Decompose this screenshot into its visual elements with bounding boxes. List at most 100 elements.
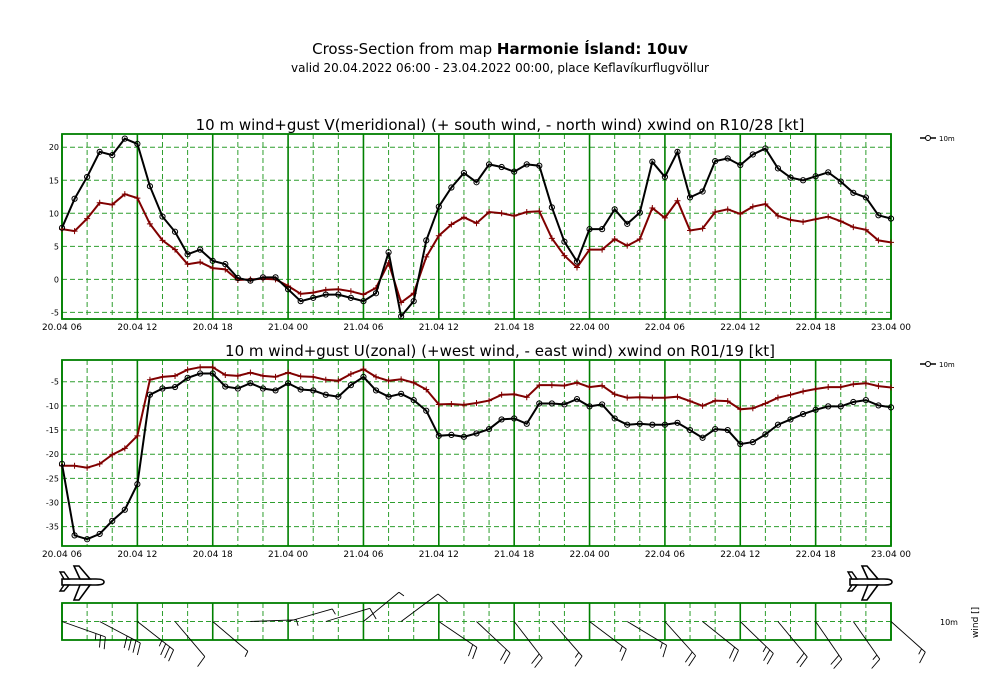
data-point-gust [812, 216, 819, 223]
data-point-gust [624, 394, 631, 401]
data-point-10m [799, 411, 807, 418]
data-point-10m [787, 174, 794, 181]
data-point-gust [184, 366, 191, 373]
y-tick-label: -5 [51, 308, 59, 317]
data-point-gust [636, 236, 643, 243]
data-point-10m [649, 421, 656, 428]
u-wind-grid [61, 359, 892, 547]
wind-barb [890, 621, 926, 664]
v-wind-legend: 10m [920, 135, 955, 143]
data-point-10m [599, 401, 606, 408]
x-tick-label: 22.04 00 [570, 550, 610, 560]
wind-barb [815, 621, 843, 669]
data-point-10m [498, 163, 505, 171]
x-tick-label: 22.04 06 [645, 323, 685, 333]
series-line-10m [61, 372, 892, 541]
data-point-10m [335, 393, 342, 400]
data-point-10m [109, 152, 116, 159]
data-point-gust [310, 373, 317, 380]
data-point-10m [247, 277, 254, 284]
legend-label-10m: 10m [939, 361, 955, 369]
data-point-10m [84, 536, 91, 543]
data-point-gust [285, 369, 292, 376]
data-point-gust [661, 214, 668, 221]
data-point-10m [84, 173, 91, 181]
data-point-gust [222, 266, 229, 273]
data-point-gust [209, 364, 216, 371]
data-point-10m [184, 374, 191, 381]
data-point-gust [875, 237, 882, 244]
data-point-gust [84, 215, 91, 222]
data-point-10m [699, 188, 706, 195]
data-point-gust [561, 252, 568, 259]
data-point-gust [159, 237, 166, 244]
data-point-10m [197, 370, 204, 377]
data-point-10m [347, 294, 354, 301]
wind-barb [363, 591, 405, 622]
y-tick-label: 10 [49, 209, 59, 218]
page-title: Cross-Section from map Harmonie Ísland: … [312, 40, 688, 58]
data-point-10m [649, 158, 656, 165]
data-point-10m [284, 286, 292, 293]
data-point-gust [146, 220, 153, 227]
data-point-10m [360, 298, 367, 305]
data-point-10m [435, 203, 442, 210]
data-point-gust [661, 394, 668, 401]
u-wind-legend: 10m [920, 361, 955, 369]
data-point-10m [310, 387, 317, 394]
x-tick-label: 21.04 00 [268, 323, 308, 333]
data-point-10m [171, 383, 179, 391]
data-point-10m [372, 290, 380, 297]
map-name: Harmonie Ísland: 10uv [496, 40, 688, 58]
data-point-gust [586, 384, 593, 391]
data-point-gust [812, 385, 819, 392]
data-point-gust [486, 397, 493, 404]
data-point-10m [297, 298, 304, 305]
data-point-10m [686, 426, 694, 434]
page-subtitle: valid 20.04.2022 06:00 - 23.04.2022 00:0… [290, 61, 709, 75]
wind-barb [476, 621, 511, 664]
data-point-10m [121, 135, 128, 142]
data-point-gust [762, 201, 769, 208]
data-point-gust [423, 386, 430, 393]
data-point-10m [146, 183, 154, 190]
data-point-10m [850, 189, 857, 196]
data-point-gust [825, 384, 832, 391]
data-point-10m [586, 226, 593, 233]
data-point-10m [799, 177, 807, 184]
data-point-10m [322, 291, 329, 298]
data-point-10m [159, 213, 166, 220]
x-tick-label: 20.04 06 [42, 550, 82, 560]
data-point-gust [561, 382, 568, 389]
series-line-gust [62, 366, 892, 469]
y-tick-label: -15 [46, 426, 59, 435]
data-point-gust [360, 366, 367, 373]
data-point-10m [573, 396, 581, 403]
data-point-10m [222, 383, 229, 390]
wind-barb [174, 621, 206, 667]
data-point-10m [712, 425, 719, 433]
data-point-gust [573, 379, 580, 386]
data-point-10m [661, 421, 669, 428]
wind-barb [212, 621, 249, 658]
wind-barb [702, 621, 739, 662]
data-point-10m [523, 420, 530, 427]
data-point-gust [71, 228, 78, 235]
data-point-10m [724, 155, 731, 162]
data-point-10m [787, 416, 794, 423]
data-point-10m [222, 261, 229, 268]
data-point-10m [712, 157, 719, 165]
data-point-gust [712, 397, 719, 404]
data-point-gust [749, 405, 756, 412]
series-line-10m [61, 137, 892, 319]
data-point-10m [171, 228, 179, 235]
data-point-gust [536, 382, 543, 389]
data-point-gust [234, 372, 241, 379]
data-point-10m [322, 391, 329, 398]
data-point-10m [360, 373, 367, 381]
data-point-10m [146, 391, 154, 398]
wind-barbs [61, 591, 926, 669]
data-point-gust [184, 261, 191, 268]
data-point-10m [624, 220, 631, 227]
data-point-gust [473, 220, 480, 227]
